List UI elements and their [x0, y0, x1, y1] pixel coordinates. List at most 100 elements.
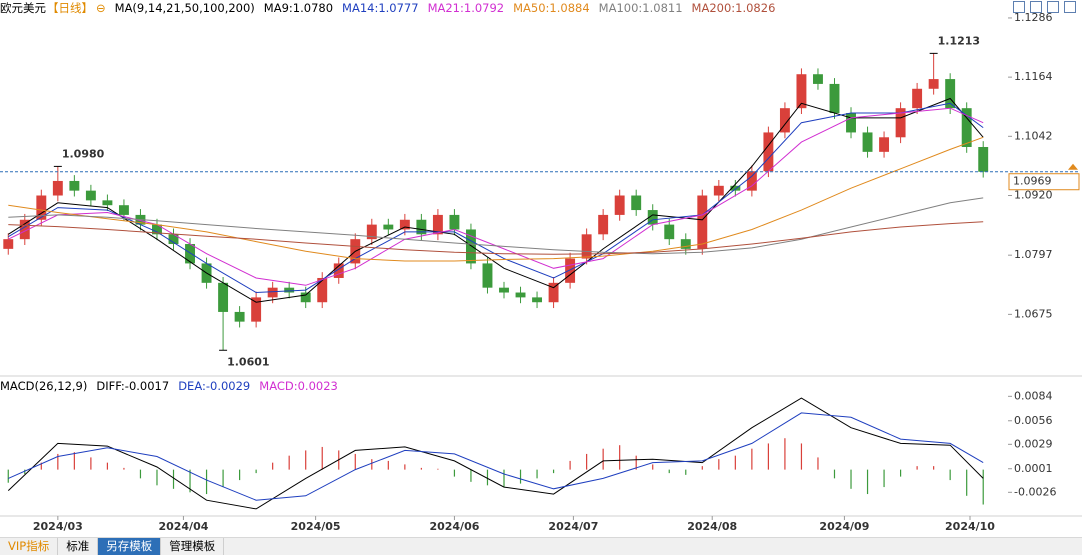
candle-body: [829, 83, 840, 114]
icon-button[interactable]: [1013, 1, 1025, 13]
x-tick-label: 2024/05: [291, 520, 341, 533]
candle-body: [763, 132, 774, 172]
candle-body: [664, 224, 675, 240]
candle-body: [251, 297, 262, 322]
legend-entry: MACD:0.0023: [259, 378, 338, 393]
candle-body: [284, 287, 295, 293]
candle-body: [267, 287, 278, 298]
last-price-label: 1.0969: [1013, 175, 1052, 188]
candle-body: [779, 108, 790, 133]
y-tick-label: 1.1042: [1014, 129, 1053, 142]
toolbar-tab[interactable]: 另存模板: [98, 538, 162, 555]
macd-legend: MACD(26,12,9) DIFF:-0.0017 DEA:-0.0029 MAC…: [0, 378, 338, 393]
candle-body: [399, 219, 410, 230]
candle-body: [895, 108, 906, 138]
candle-body: [168, 234, 179, 245]
toolbar-tab[interactable]: VIP指标: [0, 538, 59, 555]
legend-entry: MA21:1.0792: [427, 0, 505, 15]
candle-body: [366, 224, 377, 240]
candle-body: [515, 292, 526, 298]
candle-body: [846, 113, 856, 133]
indicator[interactable]: MA(9,14,21,50,100,200): [114, 0, 255, 15]
x-tick-label: 2024/09: [819, 520, 869, 533]
legend-entry: MA9:1.0780: [263, 0, 334, 15]
macd-line: [7, 397, 984, 510]
candle-body: [69, 180, 80, 191]
candle-body: [383, 224, 394, 230]
y-tick-label: 1.1164: [1014, 70, 1053, 83]
period[interactable]: 【日线】: [47, 0, 93, 15]
candle-body: [912, 88, 923, 109]
annotation: 1.0601: [227, 355, 269, 368]
y-tick-label: 1.0920: [1014, 189, 1053, 202]
y-tick-label: 0.0084: [1014, 389, 1053, 402]
candle-body: [152, 224, 162, 235]
x-tick-label: 2024/07: [548, 520, 598, 533]
icon-button[interactable]: [1064, 1, 1076, 13]
candle-body: [879, 137, 890, 152]
price-legend: 欧元美元 【日线】 ⊖ MA(9,14,21,50,100,200) MA9:1…: [0, 0, 775, 15]
legend-entry: MA14:1.0777: [342, 0, 419, 15]
candle-body: [185, 244, 195, 264]
candle-body: [333, 263, 344, 278]
candle-body: [680, 239, 691, 249]
minus-icon[interactable]: ⊖: [96, 0, 106, 15]
x-tick-label: 2024/03: [33, 520, 83, 533]
y-tick-label: 0.0056: [1014, 414, 1053, 427]
candle-body: [647, 210, 658, 225]
candle-body: [234, 311, 245, 322]
icon-button[interactable]: [1030, 1, 1042, 13]
x-tick-label: 2024/10: [945, 520, 995, 533]
legend-entry: MA50:1.0884: [513, 0, 590, 15]
y-tick-label: 0.0029: [1014, 437, 1053, 450]
annotation: 1.1213: [938, 34, 980, 47]
y-tick-label: 1.0797: [1014, 248, 1053, 261]
candle-body: [432, 214, 443, 235]
candle-body: [862, 132, 873, 152]
toolbar-tab[interactable]: 管理模板: [161, 538, 225, 555]
candle-body: [300, 292, 311, 303]
legend-entry: MA200:1.0826: [691, 0, 776, 15]
candle-body: [465, 229, 476, 264]
candle-body: [102, 200, 113, 206]
ma-line: [8, 221, 984, 255]
y-tick-label: -0.0026: [1014, 485, 1056, 498]
legend-entry: MA100:1.0811: [598, 0, 683, 15]
candle-body: [730, 185, 741, 191]
x-tick-label: 2024/06: [429, 520, 479, 533]
candle-body: [598, 214, 609, 235]
ma-line: [8, 97, 984, 303]
x-tick-label: 2024/04: [158, 520, 208, 533]
last-price-arrow: [1068, 163, 1078, 170]
candle-body: [614, 195, 625, 215]
candle-body: [85, 190, 96, 201]
candle-body: [581, 234, 592, 259]
candle-body: [978, 146, 989, 172]
y-tick-label: 0.0001: [1014, 462, 1053, 475]
window-icons: [1013, 1, 1076, 13]
candle-body: [499, 287, 509, 293]
ma-line: [8, 136, 984, 262]
candle-body: [36, 195, 47, 220]
candle-body: [813, 74, 823, 84]
instrument-title: 欧元美元: [0, 0, 46, 15]
candle-body: [317, 277, 328, 303]
candle-body: [548, 282, 559, 303]
candle-body: [961, 108, 972, 147]
candle-body: [928, 79, 939, 89]
candle-body: [532, 297, 543, 303]
candle-body: [482, 263, 493, 288]
macd-title: MACD(26,12,9): [0, 378, 88, 393]
icon-button[interactable]: [1047, 1, 1059, 13]
candle-body: [52, 180, 63, 196]
x-tick-label: 2024/08: [687, 520, 737, 533]
y-tick-label: 1.0675: [1014, 307, 1053, 320]
toolbar-tab[interactable]: 标准: [58, 538, 99, 555]
toolbar: VIP指标 标准 另存模板 管理模板: [0, 537, 1082, 555]
candle-body: [449, 214, 460, 230]
ma-line: [8, 102, 984, 294]
candle-body: [218, 282, 229, 312]
candle-body: [416, 219, 427, 235]
